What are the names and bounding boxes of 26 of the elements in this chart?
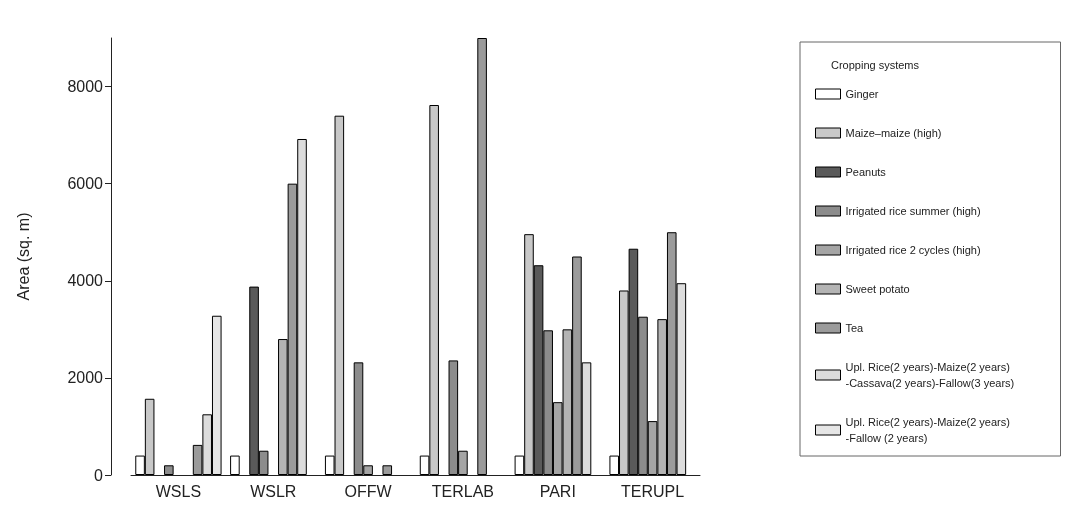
y-tick-label: 0 (94, 466, 104, 484)
legend-label: Ginger (845, 88, 879, 100)
legend-label: Irrigated rice 2 cycles (high) (845, 244, 981, 256)
legend-label: Tea (845, 322, 865, 334)
x-tick-label: TERLAB (431, 482, 495, 500)
legend-label: Upl. Rice(2 years)-Maize(2 years) -Fallow (2 years) (845, 416, 1013, 444)
bar (477, 38, 487, 475)
x-tick-label: WSLR (250, 482, 297, 500)
y-axis-title: Area (sq. m) (14, 212, 32, 301)
x-tick-label: OFFW (344, 482, 393, 500)
y-tick-label: 6000 (67, 175, 104, 193)
bar (382, 465, 393, 475)
bar (230, 455, 240, 475)
y-tick-label: 2000 (67, 369, 104, 387)
x-tick-label: PARI (539, 482, 576, 500)
legend-label: Peanuts (845, 166, 887, 178)
legend-label: Maize–maize (high) (845, 127, 942, 139)
y-tick-label: 4000 (67, 272, 104, 290)
x-tick-label: WSLS (155, 482, 202, 500)
x-tick-label: TERUPL (621, 482, 685, 500)
bar (164, 465, 174, 475)
legend-label: Sweet potato (845, 283, 910, 295)
legend-title: Cropping systems (831, 58, 920, 71)
y-tick-label: 8000 (67, 78, 104, 96)
legend-label: Upl. Rice(2 years)-Maize(2 years) -Cassava(2 years)-Fallow(3 years) (845, 361, 1015, 389)
legend-label: Irrigated rice summer (high) (845, 205, 981, 217)
